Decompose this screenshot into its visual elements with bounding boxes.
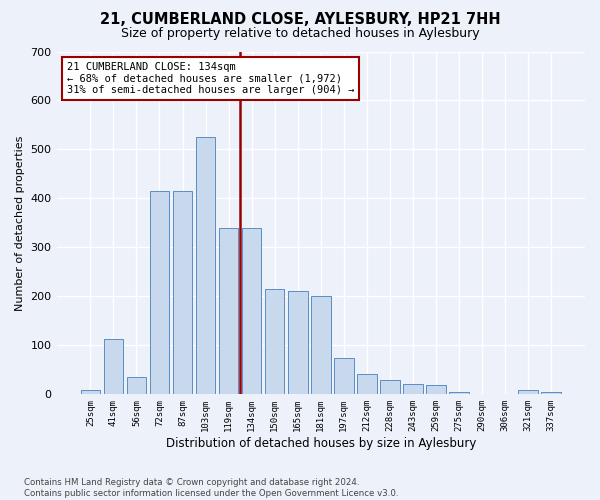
X-axis label: Distribution of detached houses by size in Aylesbury: Distribution of detached houses by size … — [166, 437, 476, 450]
Bar — [334, 358, 353, 395]
Bar — [518, 390, 538, 394]
Bar — [311, 296, 331, 394]
Bar — [242, 228, 262, 394]
Bar — [149, 191, 169, 394]
Text: 21 CUMBERLAND CLOSE: 134sqm
← 68% of detached houses are smaller (1,972)
31% of : 21 CUMBERLAND CLOSE: 134sqm ← 68% of det… — [67, 62, 355, 95]
Bar — [380, 380, 400, 394]
Bar — [265, 289, 284, 395]
Bar — [127, 377, 146, 394]
Bar — [357, 374, 377, 394]
Y-axis label: Number of detached properties: Number of detached properties — [15, 135, 25, 310]
Bar — [196, 137, 215, 394]
Bar — [288, 292, 308, 395]
Text: Size of property relative to detached houses in Aylesbury: Size of property relative to detached ho… — [121, 28, 479, 40]
Text: 21, CUMBERLAND CLOSE, AYLESBURY, HP21 7HH: 21, CUMBERLAND CLOSE, AYLESBURY, HP21 7H… — [100, 12, 500, 28]
Bar — [104, 340, 123, 394]
Bar — [426, 384, 446, 394]
Bar — [449, 392, 469, 394]
Text: Contains HM Land Registry data © Crown copyright and database right 2024.
Contai: Contains HM Land Registry data © Crown c… — [24, 478, 398, 498]
Bar — [219, 228, 238, 394]
Bar — [173, 191, 193, 394]
Bar — [403, 384, 423, 394]
Bar — [80, 390, 100, 394]
Bar — [541, 392, 561, 394]
